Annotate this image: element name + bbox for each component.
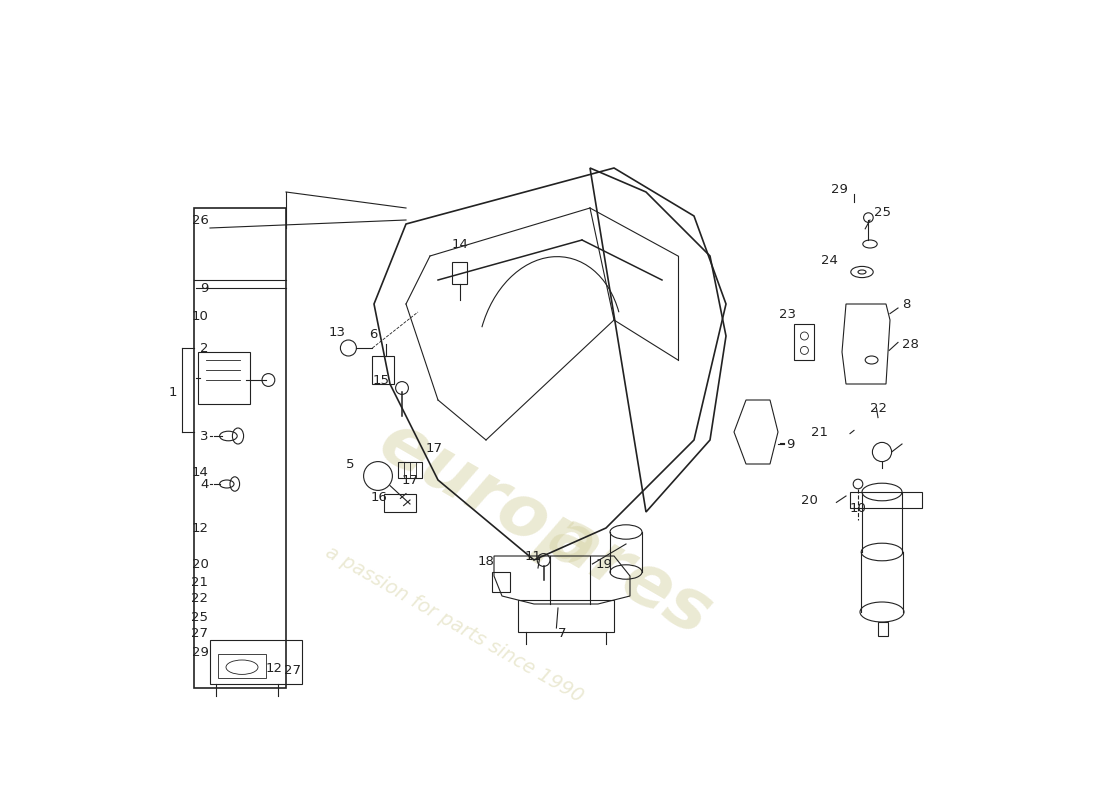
Text: 20: 20 [191,558,208,570]
Text: 28: 28 [902,338,918,350]
Text: 24: 24 [821,254,838,266]
Text: 12: 12 [191,522,208,534]
Text: 17: 17 [402,474,419,486]
Text: 26: 26 [191,214,208,226]
Text: a passion for parts since 1990: a passion for parts since 1990 [321,542,586,706]
Text: 19: 19 [595,558,613,570]
Text: 22: 22 [191,592,208,605]
Text: 15: 15 [373,374,390,386]
Bar [218,654,266,678]
Text: 17: 17 [426,442,443,454]
Bar [878,622,888,636]
Bar [493,572,510,592]
Text: 27: 27 [191,627,208,640]
Text: ares: ares [537,502,724,650]
Text: 29: 29 [191,646,208,658]
Text: 16: 16 [371,491,387,504]
Text: 21: 21 [191,576,208,589]
Text: europ: europ [366,406,606,586]
Text: 20: 20 [801,494,818,506]
Text: 9: 9 [200,282,208,294]
Text: 5: 5 [345,458,354,470]
Text: 4: 4 [200,478,208,490]
Text: 1: 1 [168,386,177,398]
Bar [518,600,614,632]
Text: 3: 3 [200,430,208,442]
Bar [194,208,286,688]
Bar [210,640,302,684]
Text: 29: 29 [830,183,848,196]
Bar [452,262,466,284]
Text: 23: 23 [780,308,796,321]
Bar [398,462,422,478]
Text: 14: 14 [191,466,208,478]
Text: 22: 22 [870,402,887,414]
Text: 25: 25 [191,611,208,624]
Text: 8: 8 [902,298,911,310]
Bar [794,324,814,360]
Text: 27: 27 [285,664,301,677]
Text: 12: 12 [266,662,283,674]
Text: 25: 25 [874,206,891,218]
Text: 7: 7 [558,627,566,640]
Text: 13: 13 [329,326,346,338]
Bar [384,494,416,512]
Text: 2: 2 [200,342,208,354]
Text: 10: 10 [191,310,208,322]
Text: 6: 6 [370,328,378,341]
Text: 10: 10 [850,502,867,514]
Text: 21: 21 [812,426,828,438]
Bar [850,492,922,508]
Text: 11: 11 [525,550,542,562]
Bar [372,356,394,384]
Text: 18: 18 [477,555,494,568]
Text: 9: 9 [786,438,794,450]
Text: 14: 14 [452,238,469,250]
